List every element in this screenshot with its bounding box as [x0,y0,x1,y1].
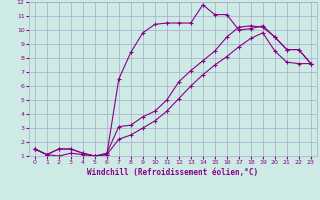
X-axis label: Windchill (Refroidissement éolien,°C): Windchill (Refroidissement éolien,°C) [87,168,258,177]
